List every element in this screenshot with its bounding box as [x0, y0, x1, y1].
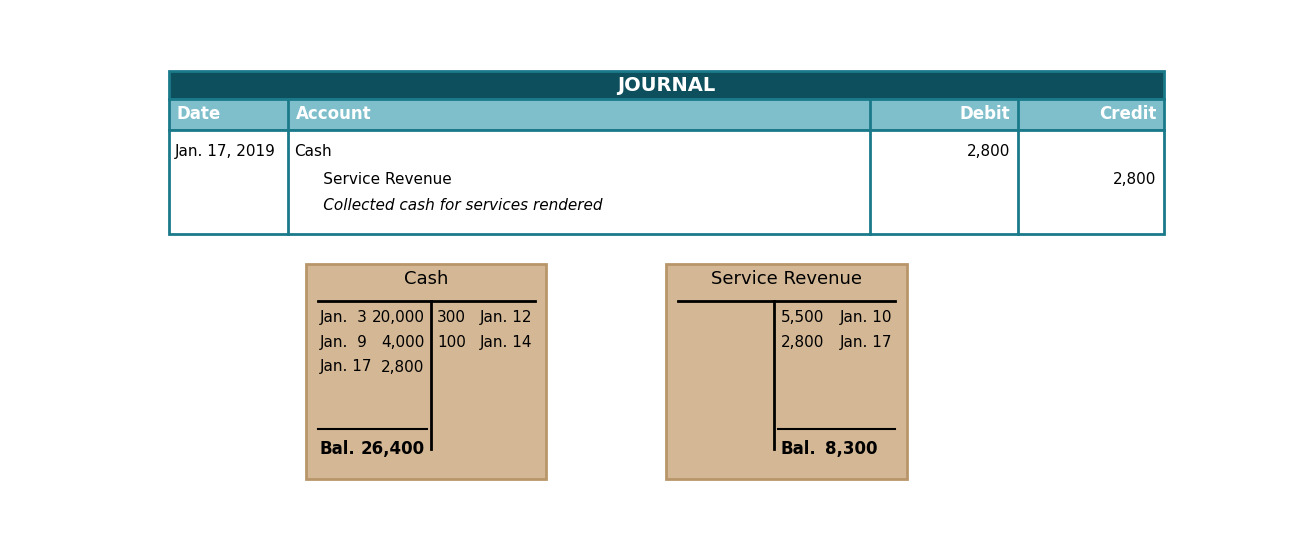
Text: Jan. 10: Jan. 10	[840, 310, 893, 325]
Text: 26,400: 26,400	[360, 440, 425, 458]
Bar	[169, 99, 1164, 130]
Text: 2,800: 2,800	[1113, 172, 1156, 187]
Text: Collected cash for services rendered: Collected cash for services rendered	[294, 198, 603, 213]
Text: 20,000: 20,000	[372, 310, 425, 325]
Text: Jan. 17: Jan. 17	[320, 359, 372, 375]
Text: 2,800: 2,800	[966, 144, 1010, 159]
Bar	[169, 71, 1164, 99]
Text: Date: Date	[177, 105, 221, 123]
Text: Jan. 17, 2019: Jan. 17, 2019	[176, 144, 276, 159]
Text: 8,300: 8,300	[824, 440, 878, 458]
Text: Service Revenue: Service Revenue	[711, 270, 862, 288]
Text: Jan.  9: Jan. 9	[320, 335, 368, 350]
Text: 100: 100	[437, 335, 465, 350]
Text: Debit: Debit	[959, 105, 1010, 123]
Text: Jan. 12: Jan. 12	[480, 310, 532, 325]
Text: Cash: Cash	[294, 144, 332, 159]
Text: Jan.  3: Jan. 3	[320, 310, 368, 325]
Text: 5,500: 5,500	[780, 310, 824, 325]
Text: Service Revenue: Service Revenue	[294, 172, 452, 187]
Text: Bal.: Bal.	[780, 440, 816, 458]
Text: 300: 300	[437, 310, 465, 325]
Text: 2,800: 2,800	[381, 359, 425, 375]
Text: Bal.: Bal.	[320, 440, 356, 458]
Text: Credit: Credit	[1098, 105, 1156, 123]
Text: Cash: Cash	[404, 270, 448, 288]
Bar	[306, 264, 546, 479]
Text: 2,800: 2,800	[780, 335, 824, 350]
Bar	[666, 264, 906, 479]
Bar	[169, 130, 1164, 234]
Text: Jan. 17: Jan. 17	[840, 335, 893, 350]
Text: Jan. 14: Jan. 14	[480, 335, 532, 350]
Text: JOURNAL: JOURNAL	[618, 75, 715, 94]
Text: Account: Account	[296, 105, 372, 123]
Text: 4,000: 4,000	[381, 335, 425, 350]
